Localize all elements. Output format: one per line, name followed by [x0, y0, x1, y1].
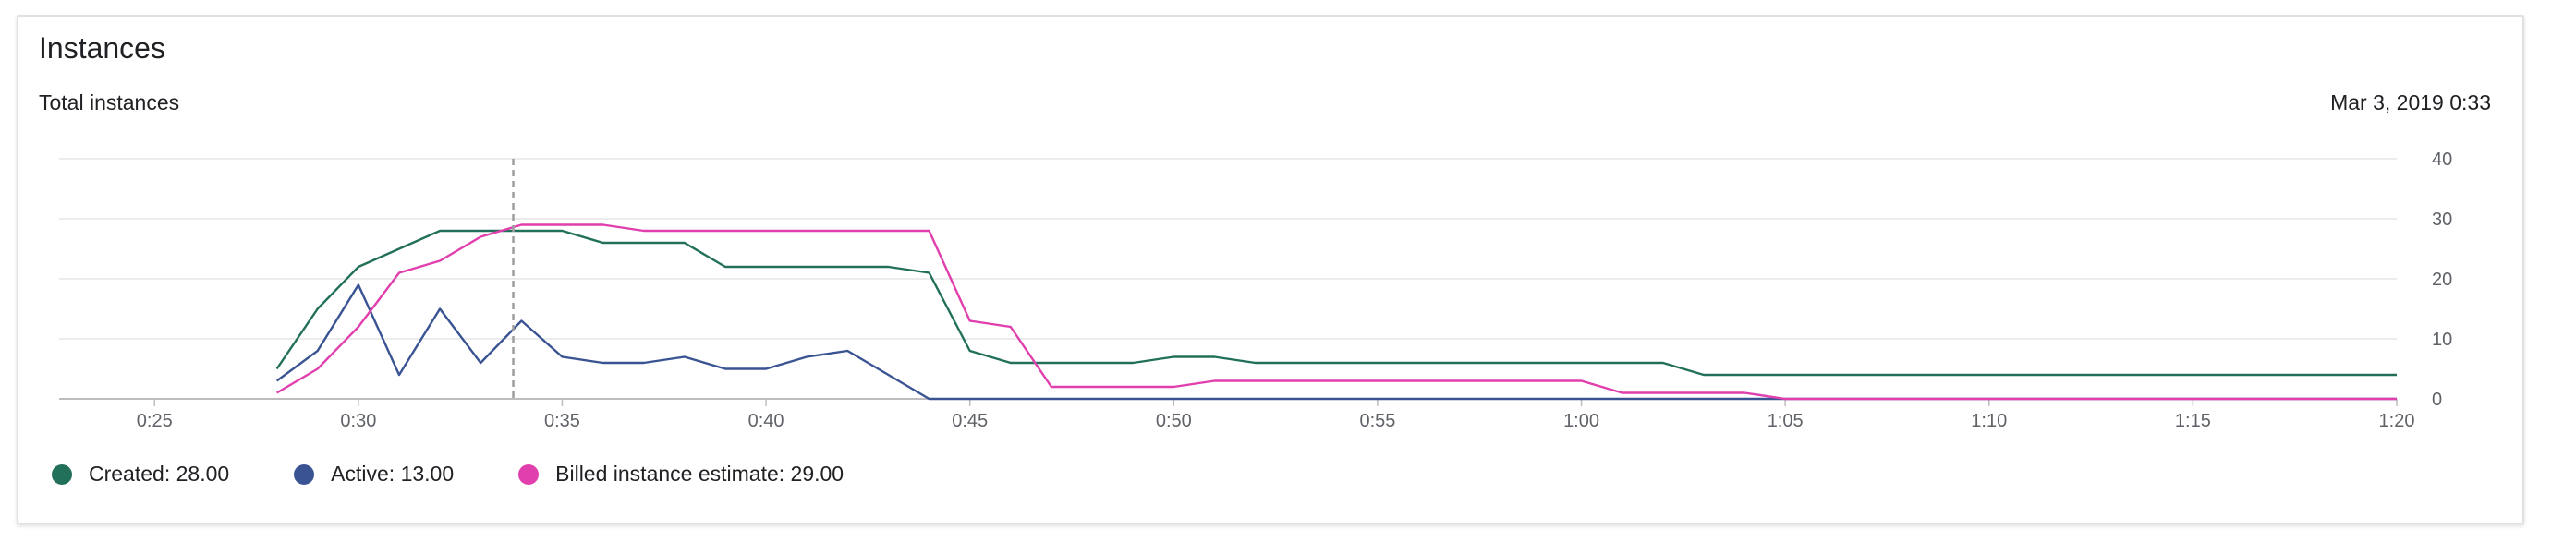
legend-item-billed[interactable]: Billed instance estimate: 29.00 — [518, 462, 844, 487]
y-tick-label: 40 — [2432, 150, 2452, 170]
series-line-created[interactable] — [275, 229, 2397, 377]
x-tick-label: 0:40 — [748, 411, 784, 431]
chart-subtitle: Total instances — [39, 90, 180, 114]
x-tick-label: 1:05 — [1768, 411, 1804, 431]
series-line-billed-instance-estimate[interactable] — [275, 223, 2397, 401]
x-tick-label: 1:00 — [1563, 411, 1599, 431]
legend-dot-active — [294, 463, 315, 485]
x-tick-label: 1:20 — [2379, 411, 2415, 431]
chart-grid — [59, 158, 2398, 406]
legend-label-billed: Billed instance estimate: 29.00 — [555, 462, 844, 486]
x-axis-labels: 0:25 0:30 0:35 0:40 0:45 0:50 0:55 1:00 1:05 1:10… — [137, 411, 2415, 431]
hover-timestamp: Mar 3, 2019 0:33 — [2330, 90, 2491, 114]
legend-item-created[interactable]: Created: 28.00 — [52, 462, 229, 487]
x-tick-label: 1:15 — [2175, 411, 2211, 431]
chart-legend: Created: 28.00 Active: 13.00 Billed inst… — [52, 462, 908, 487]
x-tick-label: 0:25 — [137, 411, 173, 431]
y-tick-label: 30 — [2432, 210, 2452, 230]
legend-label-created: Created: 28.00 — [89, 462, 230, 486]
y-tick-label: 20 — [2432, 270, 2452, 290]
legend-dot-created — [52, 463, 72, 485]
instances-card — [17, 15, 2524, 524]
legend-item-active[interactable]: Active: 13.00 — [294, 462, 454, 487]
card-title: Instances — [39, 31, 165, 65]
series-line-active[interactable] — [275, 283, 2397, 401]
legend-label-active: Active: 13.00 — [331, 462, 455, 486]
x-tick-label: 0:55 — [1359, 411, 1395, 431]
y-tick-label: 10 — [2432, 330, 2452, 350]
chart-series — [275, 223, 2397, 401]
x-tick-label: 0:45 — [952, 411, 988, 431]
x-tick-label: 0:50 — [1156, 411, 1192, 431]
legend-dot-billed — [518, 463, 540, 485]
x-tick-label: 0:35 — [544, 411, 580, 431]
y-tick-label: 0 — [2432, 390, 2442, 410]
y-axis-labels: 0 10 20 30 40 — [2432, 150, 2452, 410]
x-tick-label: 1:10 — [1971, 411, 2007, 431]
x-tick-label: 0:30 — [340, 411, 376, 431]
